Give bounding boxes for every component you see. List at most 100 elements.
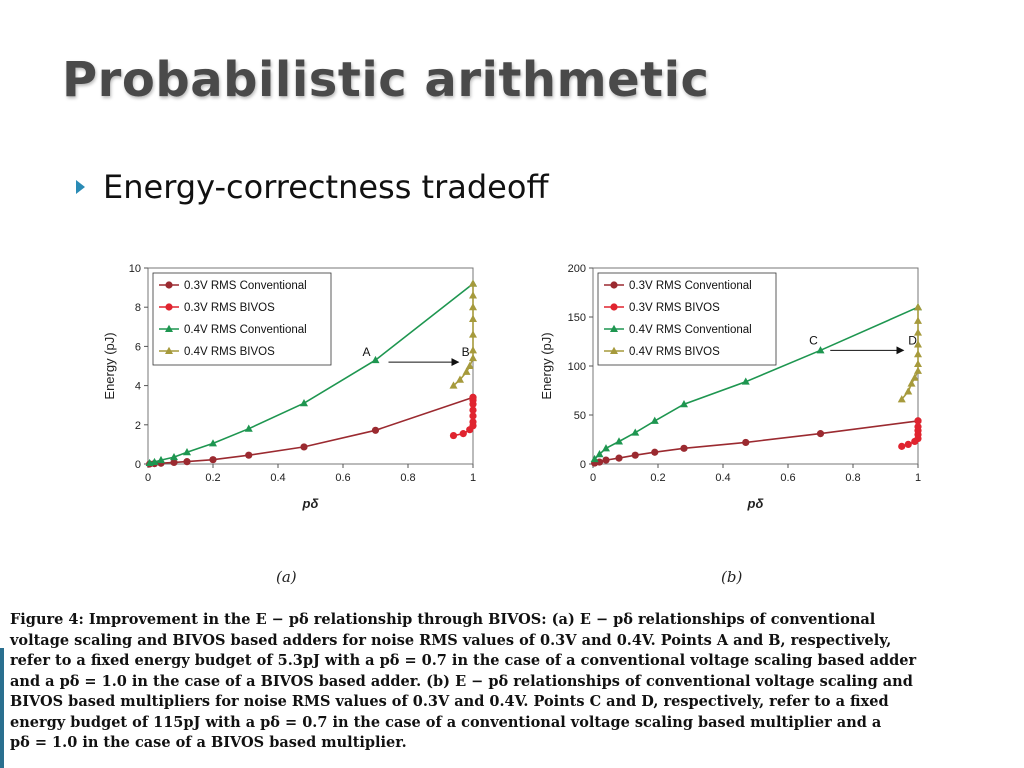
- data-point: [914, 328, 922, 336]
- data-point: [300, 443, 308, 451]
- data-point: [615, 454, 623, 462]
- data-point: [595, 450, 604, 458]
- caption-line: energy budget of 115pJ with a pδ = 0.7 i…: [10, 713, 882, 731]
- data-point: [469, 314, 477, 322]
- x-axis-label: pδ: [302, 496, 319, 511]
- bullet-arrow-icon: [76, 180, 85, 194]
- data-point: [897, 395, 906, 403]
- legend-box: [597, 272, 777, 366]
- data-point: [449, 381, 458, 389]
- y-tick-label: 6: [135, 341, 141, 353]
- y-tick-label: 0: [580, 459, 586, 471]
- legend-swatch-marker: [165, 303, 173, 311]
- data-point: [904, 387, 913, 395]
- legend-swatch-marker: [610, 303, 618, 311]
- slide-title: Probabilistic arithmetic: [62, 52, 710, 108]
- legend-swatch-marker: [610, 346, 618, 354]
- legend-label: 0.4V RMS BIVOS: [629, 346, 720, 358]
- x-tick-label: 0.8: [400, 472, 415, 484]
- y-tick-label: 2: [135, 420, 141, 432]
- y-tick-label: 200: [568, 263, 586, 275]
- data-point: [469, 330, 477, 338]
- legend-swatch-marker: [165, 281, 173, 289]
- data-point: [300, 399, 308, 407]
- data-point: [914, 316, 922, 324]
- point-annotation: D: [908, 333, 917, 347]
- data-point: [590, 454, 599, 463]
- data-point: [914, 340, 922, 348]
- data-point: [680, 400, 688, 408]
- data-point: [469, 406, 477, 414]
- data-point: [914, 417, 922, 425]
- y-tick-label: 10: [129, 263, 141, 275]
- data-point: [245, 451, 253, 459]
- legend-swatch-marker: [610, 281, 618, 289]
- legend-swatch-marker: [165, 346, 173, 354]
- figure-caption: Figure 4: Improvement in the E − pδ rela…: [10, 610, 1010, 754]
- data-point: [371, 355, 380, 364]
- data-point: [469, 303, 477, 311]
- data-point: [914, 423, 922, 431]
- data-point: [651, 448, 659, 456]
- legend-label: 0.3V RMS BIVOS: [184, 302, 275, 314]
- series-line: [149, 283, 474, 464]
- slide-accent-bar: [0, 648, 4, 768]
- bullet-item: Energy-correctness tradeoff: [76, 168, 548, 206]
- x-tick-label: 0.2: [650, 472, 665, 484]
- caption-line: pδ = 1.0 in the case of a BIVOS based mu…: [10, 734, 407, 751]
- x-tick-label: 0.4: [715, 472, 730, 484]
- data-point: [650, 416, 659, 424]
- x-axis-label: pδ: [747, 496, 764, 511]
- data-point: [209, 439, 217, 447]
- data-point: [459, 430, 467, 438]
- data-point: [469, 346, 477, 354]
- y-tick-label: 0: [135, 459, 141, 471]
- x-tick-label: 0.2: [205, 472, 220, 484]
- data-point: [469, 291, 477, 299]
- x-tick-label: 0.8: [845, 472, 860, 484]
- y-axis-label: Energy (pJ): [102, 332, 117, 399]
- data-point: [449, 431, 458, 440]
- data-point: [456, 375, 464, 383]
- y-tick-label: 100: [568, 361, 586, 373]
- x-tick-label: 0: [590, 472, 596, 484]
- legend-label: 0.4V RMS BIVOS: [184, 346, 275, 358]
- y-tick-label: 150: [568, 312, 586, 324]
- data-point: [904, 440, 912, 448]
- data-point: [469, 412, 477, 420]
- x-tick-label: 0.4: [270, 472, 285, 484]
- data-point: [907, 379, 916, 387]
- y-tick-label: 8: [135, 302, 141, 314]
- bullet-text: Energy-correctness tradeoff: [103, 168, 549, 206]
- data-point: [170, 458, 178, 467]
- data-point: [615, 437, 623, 445]
- legend-label: 0.3V RMS BIVOS: [629, 302, 720, 314]
- legend-label: 0.4V RMS Conventional: [184, 324, 307, 336]
- data-point: [602, 456, 610, 464]
- y-tick-label: 4: [135, 381, 141, 393]
- data-point: [631, 451, 639, 459]
- data-point: [157, 455, 165, 464]
- y-tick-label: 50: [574, 410, 586, 422]
- data-point: [469, 418, 477, 426]
- data-point: [170, 452, 178, 461]
- data-point: [914, 359, 922, 368]
- x-tick-label: 1: [915, 472, 921, 484]
- point-annotation: A: [363, 345, 371, 359]
- data-point: [631, 428, 640, 436]
- chart-b: 0 0.2 0.4 0.6 0.8 1 0 50 100 150 200 Energy (pJ) pδ C…: [539, 263, 922, 511]
- legend-box: [152, 272, 332, 366]
- legend-swatch-marker: [165, 324, 173, 332]
- data-point: [816, 346, 825, 354]
- data-point: [469, 353, 477, 362]
- x-tick-label: 0.6: [335, 472, 350, 484]
- caption-line: and a pδ = 1.0 in the case of a BIVOS ba…: [10, 672, 913, 690]
- data-point: [371, 426, 380, 434]
- point-annotation: C: [809, 333, 818, 347]
- data-point: [244, 424, 253, 432]
- data-point: [465, 361, 474, 369]
- legend: 0.3V RMS Conventional 0.3V RMS BIVOS 0.4V …: [152, 272, 332, 366]
- data-point: [602, 444, 610, 452]
- legend: 0.3V RMS Conventional 0.3V RMS BIVOS 0.4V …: [597, 272, 777, 366]
- data-point: [183, 458, 191, 466]
